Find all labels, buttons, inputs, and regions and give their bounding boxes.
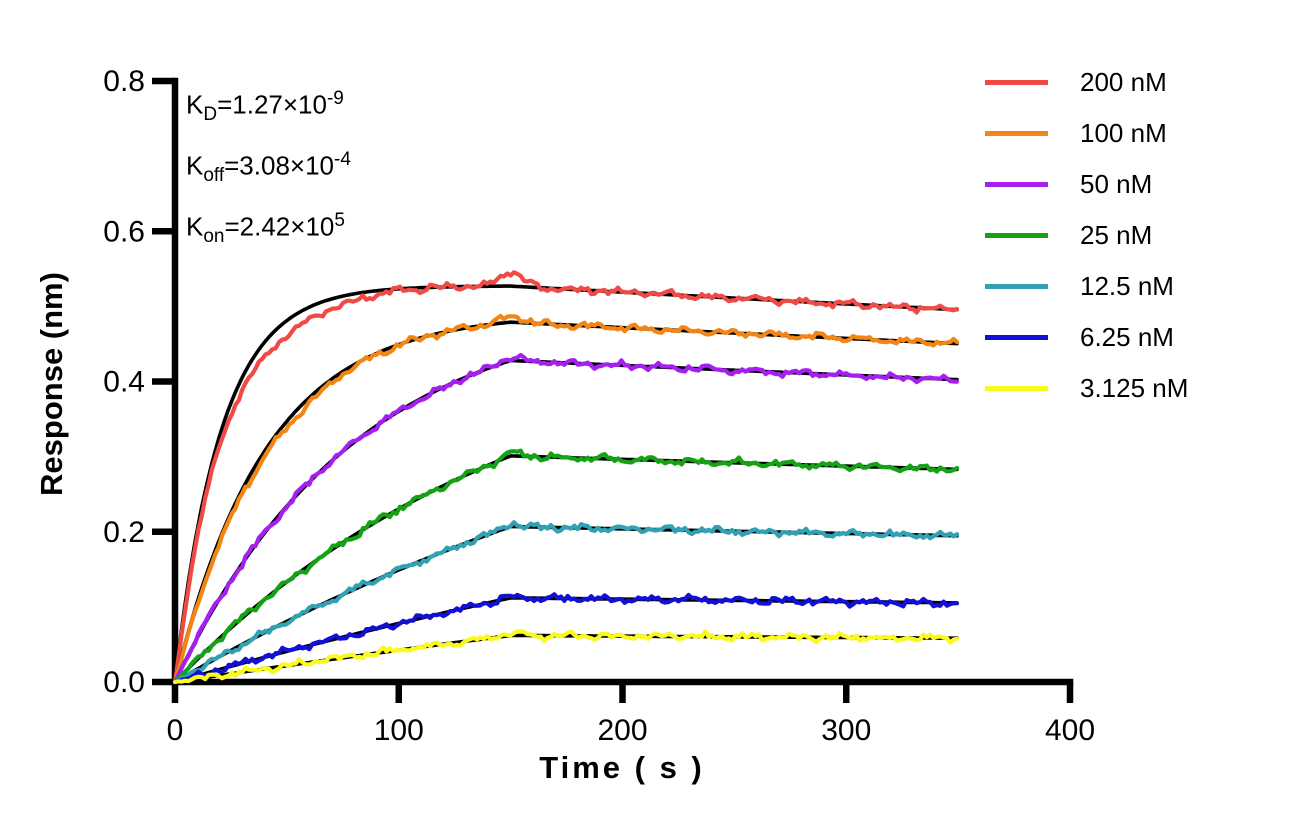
data-curve-0 xyxy=(172,270,960,685)
legend-label: 50 nM xyxy=(1080,168,1153,199)
legend-item: 100 nM xyxy=(985,118,1167,148)
x-tick-label: 200 xyxy=(597,714,647,747)
legend-label: 12.5 nM xyxy=(1080,270,1174,301)
kinetic-constant-line: Kon=2.42×105 xyxy=(186,209,345,247)
x-tick-label: 100 xyxy=(374,714,424,747)
y-tick-label: 0.0 xyxy=(103,666,145,699)
x-tick xyxy=(843,682,850,703)
x-tick xyxy=(619,682,626,703)
kinetic-constants: KD=1.27×10-9 Koff=3.08×10-4 Kon=2.42×105 xyxy=(186,76,351,259)
x-tick xyxy=(171,682,179,703)
y-tick xyxy=(152,528,175,535)
y-axis-title: Response (nm) xyxy=(34,272,69,496)
legend-item: 6.25 nM xyxy=(985,322,1174,352)
legend-swatch xyxy=(985,130,1048,136)
data-curve-4 xyxy=(172,520,960,685)
legend-label: 100 nM xyxy=(1080,117,1167,148)
legend-item: 200 nM xyxy=(985,67,1167,97)
x-tick xyxy=(395,682,402,703)
y-tick xyxy=(152,678,175,686)
legend-swatch xyxy=(985,181,1048,187)
fit-curve-4 xyxy=(173,524,959,684)
fit-curve-5 xyxy=(173,596,959,684)
x-tick xyxy=(1066,682,1074,703)
data-curve-2 xyxy=(172,352,960,685)
legend-item: 3.125 nM xyxy=(985,373,1188,403)
legend-item: 12.5 nM xyxy=(985,271,1174,301)
y-tick-label: 0.2 xyxy=(103,516,145,549)
data-curve-5 xyxy=(172,592,960,685)
legend-item: 25 nM xyxy=(985,220,1152,250)
legend-swatch xyxy=(985,283,1048,289)
data-curve-3 xyxy=(172,448,960,685)
x-axis-title: Time ( s ) xyxy=(539,750,705,785)
legend-swatch xyxy=(985,79,1048,85)
y-tick xyxy=(152,228,175,235)
legend-label: 3.125 nM xyxy=(1080,372,1189,403)
legend-label: 6.25 nM xyxy=(1080,321,1174,352)
legend-swatch xyxy=(985,385,1048,391)
x-tick-label: 300 xyxy=(821,714,871,747)
data-curve-6 xyxy=(172,629,960,685)
x-tick-label: 0 xyxy=(167,714,184,747)
kinetic-constant-line: KD=1.27×10-9 xyxy=(186,88,344,125)
y-tick-label: 0.8 xyxy=(103,65,145,98)
legend-swatch xyxy=(985,334,1048,340)
y-tick xyxy=(152,77,175,85)
legend-item: 50 nM xyxy=(985,169,1152,199)
fit-curve-6 xyxy=(173,633,959,684)
data-curve-1 xyxy=(172,313,960,685)
fit-curve-0 xyxy=(173,284,959,684)
y-tick-label: 0.4 xyxy=(103,366,145,399)
y-tick-label: 0.6 xyxy=(103,215,145,248)
y-tick xyxy=(152,378,175,385)
x-tick-label: 400 xyxy=(1045,714,1095,747)
legend-label: 200 nM xyxy=(1080,66,1167,97)
legend-swatch xyxy=(985,232,1048,238)
kinetic-constant-line: Koff=3.08×10-4 xyxy=(186,148,351,186)
legend-label: 25 nM xyxy=(1080,219,1153,250)
